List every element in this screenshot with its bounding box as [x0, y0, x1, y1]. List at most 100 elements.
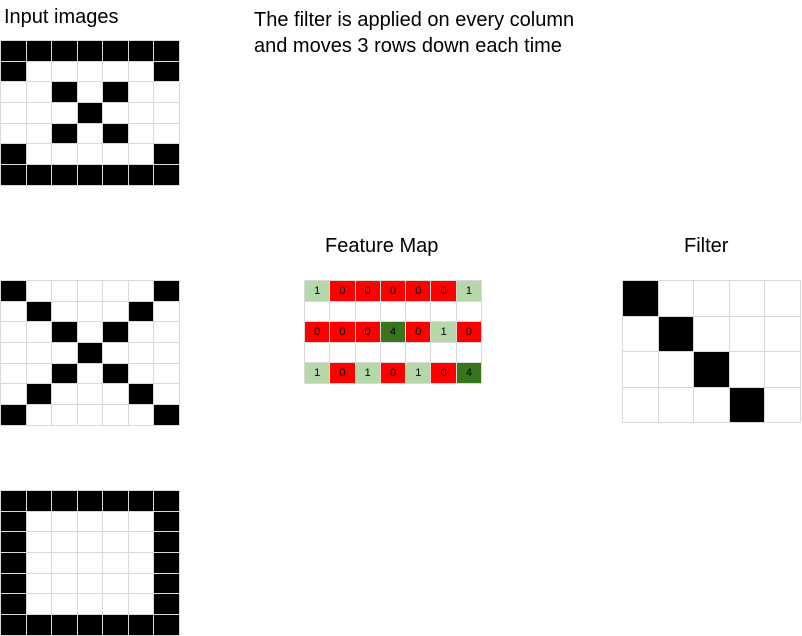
- filter-pixel-r0-c1: [658, 281, 694, 316]
- input-1-pixel-r2-c0: [1, 82, 26, 103]
- input-3-pixel-r3-c5: [128, 553, 153, 573]
- input-3-pixel-r4-c2: [52, 573, 77, 594]
- feature-map-cell-r3-c1: [330, 342, 355, 363]
- input-1-pixel-r0-c2: [52, 41, 77, 61]
- input-2-pixel-r3-c6: [154, 343, 179, 363]
- input-3-pixel-r5-c5: [128, 594, 153, 615]
- feature-map-cell-r2-c3: 4: [380, 322, 406, 342]
- input-1-pixel-r1-c0: [1, 61, 26, 82]
- input-3-pixel-r0-c3: [77, 491, 102, 511]
- feature-map-cell-r2-c5: 1: [431, 322, 456, 342]
- input-3-pixel-r4-c3: [77, 573, 102, 594]
- input-2-pixel-r5-c6: [154, 384, 179, 405]
- feature-map-cell-r0-c6: 1: [456, 281, 482, 301]
- filter-pixel-r3-c4: [765, 387, 800, 423]
- input-1-pixel-r6-c5: [128, 165, 153, 185]
- input-2-pixel-r0-c6: [154, 281, 179, 301]
- input-2-pixel-r3-c1: [26, 343, 51, 363]
- input-2-pixel-r1-c6: [154, 301, 179, 322]
- input-1-pixel-r3-c0: [1, 103, 26, 123]
- input-2-pixel-r5-c2: [52, 384, 77, 405]
- input-2-pixel-r3-c4: [103, 343, 128, 363]
- input-3-pixel-r5-c3: [77, 594, 102, 615]
- filter-pixel-r3-c1: [658, 387, 694, 423]
- feature-map-cell-r1-c1: [330, 301, 355, 322]
- input-2-pixel-r5-c4: [103, 384, 128, 405]
- filter-pixel-r0-c2: [694, 281, 729, 316]
- input-image-3: [0, 490, 180, 636]
- input-3-pixel-r0-c0: [1, 491, 26, 511]
- input-3-pixel-r1-c5: [128, 511, 153, 532]
- filter-pixel-r1-c1: [658, 316, 694, 352]
- input-1-pixel-r2-c4: [103, 82, 128, 103]
- feature-map-cell-r4-c1: 0: [330, 363, 355, 383]
- input-3-pixel-r2-c5: [128, 532, 153, 553]
- input-3-pixel-r3-c3: [77, 553, 102, 573]
- filter-pixel-r2-c1: [658, 352, 694, 387]
- input-1-pixel-r4-c5: [128, 123, 153, 144]
- input-1-pixel-r6-c6: [154, 165, 179, 185]
- input-1-pixel-r4-c4: [103, 123, 128, 144]
- feature-map-cell-r1-c5: [431, 301, 456, 322]
- input-1-pixel-r5-c5: [128, 144, 153, 165]
- input-2-pixel-r4-c6: [154, 363, 179, 384]
- input-1-pixel-r2-c2: [52, 82, 77, 103]
- feature-map-cell-r4-c5: 0: [431, 363, 456, 383]
- input-3-pixel-r1-c4: [103, 511, 128, 532]
- feature-map-cell-r3-c0: [305, 342, 330, 363]
- input-1-pixel-r1-c3: [77, 61, 102, 82]
- input-1-pixel-r6-c4: [103, 165, 128, 185]
- input-1-pixel-r2-c5: [128, 82, 153, 103]
- input-3-pixel-r5-c0: [1, 594, 26, 615]
- feature-map-cell-r4-c6: 4: [456, 363, 482, 383]
- feature-map-cell-r4-c0: 1: [305, 363, 330, 383]
- input-3-pixel-r6-c6: [154, 615, 179, 635]
- input-3-pixel-r2-c2: [52, 532, 77, 553]
- input-3-pixel-r5-c1: [26, 594, 51, 615]
- input-1-pixel-r5-c3: [77, 144, 102, 165]
- filter-pixel-r2-c4: [765, 352, 800, 387]
- input-2-pixel-r6-c1: [26, 405, 51, 425]
- input-2-pixel-r5-c0: [1, 384, 26, 405]
- input-2-pixel-r5-c3: [77, 384, 102, 405]
- input-1-pixel-r0-c6: [154, 41, 179, 61]
- input-1-pixel-r1-c6: [154, 61, 179, 82]
- input-3-pixel-r0-c5: [128, 491, 153, 511]
- input-2-pixel-r3-c5: [128, 343, 153, 363]
- input-3-pixel-r5-c4: [103, 594, 128, 615]
- feature-map-cell-r2-c1: 0: [330, 322, 355, 342]
- input-2-pixel-r0-c0: [1, 281, 26, 301]
- input-1-pixel-r0-c5: [128, 41, 153, 61]
- feature-map-cell-r1-c0: [305, 301, 330, 322]
- feature-map-cell-r2-c2: 0: [355, 322, 380, 342]
- input-image-2: [0, 280, 180, 426]
- feature-map-cell-r2-c6: 0: [456, 322, 482, 342]
- filter-pixel-r1-c0: [623, 316, 658, 352]
- feature-map-cell-r1-c2: [355, 301, 380, 322]
- filter-pixel-r3-c3: [729, 387, 765, 423]
- input-2-pixel-r2-c2: [52, 322, 77, 343]
- input-3-pixel-r3-c4: [103, 553, 128, 573]
- input-3-pixel-r4-c5: [128, 573, 153, 594]
- input-2-pixel-r1-c3: [77, 301, 102, 322]
- filter-note-line-1: The filter is applied on every column: [254, 9, 575, 31]
- feature-map-cell-r0-c2: 0: [355, 281, 380, 301]
- input-1-pixel-r3-c3: [77, 103, 102, 123]
- input-3-pixel-r4-c4: [103, 573, 128, 594]
- input-2-pixel-r4-c5: [128, 363, 153, 384]
- input-2-pixel-r6-c0: [1, 405, 26, 425]
- input-1-pixel-r3-c5: [128, 103, 153, 123]
- input-3-pixel-r6-c2: [52, 615, 77, 635]
- feature-map-cell-r1-c6: [456, 301, 482, 322]
- input-1-pixel-r5-c1: [26, 144, 51, 165]
- input-2-pixel-r0-c3: [77, 281, 102, 301]
- filter-pixel-r2-c2: [694, 352, 729, 387]
- input-1-pixel-r2-c3: [77, 82, 102, 103]
- input-1-pixel-r2-c6: [154, 82, 179, 103]
- input-3-pixel-r5-c2: [52, 594, 77, 615]
- feature-map-cell-r3-c2: [355, 342, 380, 363]
- filter-pixel-r0-c4: [765, 281, 800, 316]
- input-2-pixel-r2-c5: [128, 322, 153, 343]
- input-2-pixel-r6-c5: [128, 405, 153, 425]
- input-2-pixel-r0-c4: [103, 281, 128, 301]
